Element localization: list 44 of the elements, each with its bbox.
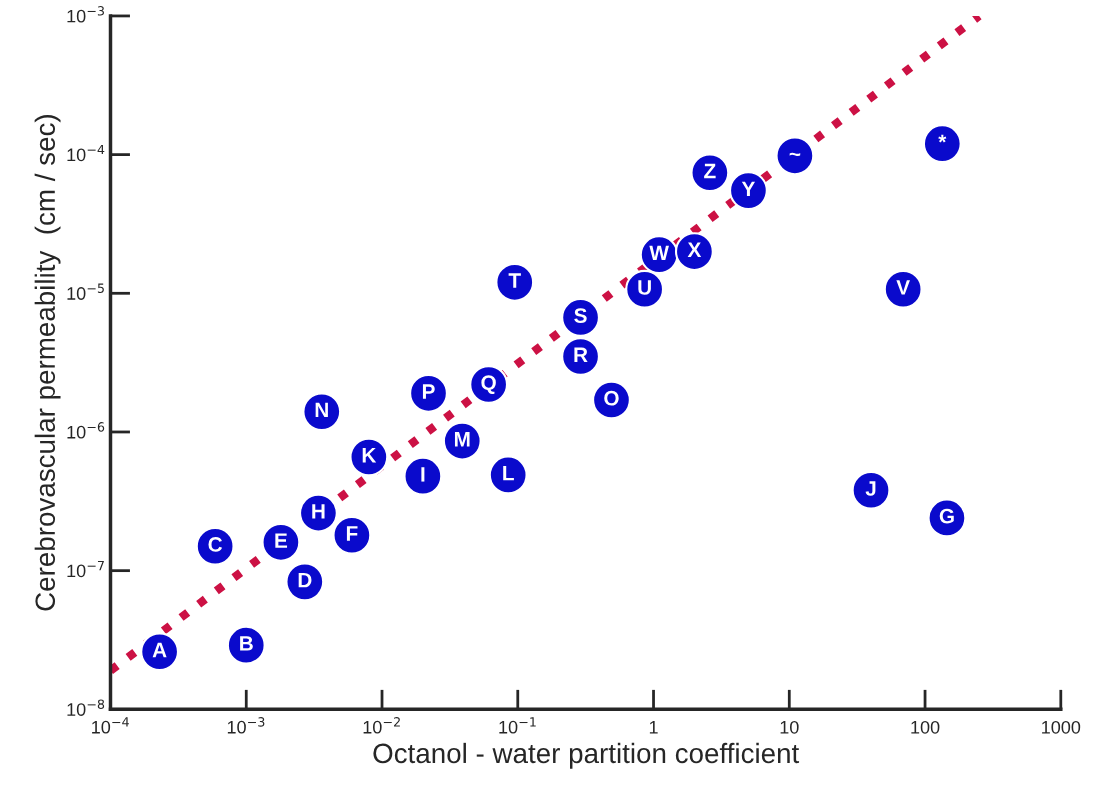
annotation: K	[362, 448, 377, 463]
x-tick-label: 1000	[1042, 720, 1081, 734]
annotation: O	[604, 390, 619, 406]
annotation: D	[298, 572, 312, 588]
annotation: *	[938, 134, 947, 143]
x-tick-label: 100	[911, 720, 940, 734]
y-tick-label: 10$^{−6}$	[67, 422, 105, 439]
annotation: Y	[741, 181, 756, 197]
annotation: T	[508, 273, 521, 288]
annotation: M	[454, 432, 470, 447]
annotation: B	[240, 636, 253, 651]
annotation: Z	[704, 163, 716, 179]
annotation: P	[422, 384, 435, 399]
x-axis-title: Octanol - water partition coefficient	[373, 742, 800, 769]
y-tick-label: 10$^{−7}$	[67, 560, 104, 578]
annotation: ~	[789, 152, 801, 156]
annotation: N	[315, 402, 328, 418]
x-tick-label: 10$^{−4}$	[92, 717, 129, 734]
annotation: R	[574, 347, 588, 362]
x-tick-label: 10	[780, 720, 799, 734]
y-tick-label: 10$^{−3}$	[67, 6, 104, 23]
y-tick-label: 10$^{−5}$	[67, 283, 104, 300]
annotation: Q	[481, 375, 496, 394]
annotation: H	[312, 504, 325, 519]
x-tick-label: 1	[649, 721, 658, 734]
annotation: V	[896, 280, 910, 295]
x-tick-label: 10$^{−3}$	[227, 717, 265, 734]
annotation: X	[687, 242, 702, 257]
annotation: E	[275, 533, 288, 548]
annotation: U	[638, 280, 651, 295]
annotation: J	[865, 481, 876, 496]
annotation: W	[649, 245, 669, 261]
y-tick-label: 10$^{−8}$	[67, 699, 105, 716]
annotation: S	[574, 308, 587, 324]
x-tick-label: 10$^{−1}$	[499, 717, 536, 734]
x-tick-label: 10$^{−2}$	[363, 717, 400, 734]
y-tick-label: 10$^{−4}$	[67, 144, 105, 162]
annotation: C	[208, 537, 223, 552]
annotation: G	[939, 508, 954, 524]
annotation: F	[346, 526, 358, 541]
annotation: A	[152, 642, 167, 658]
annotation: L	[503, 465, 514, 481]
annotation: I	[421, 467, 425, 482]
y-axis-title: Cerebrovascular permeability (cm / sec)	[34, 115, 61, 611]
